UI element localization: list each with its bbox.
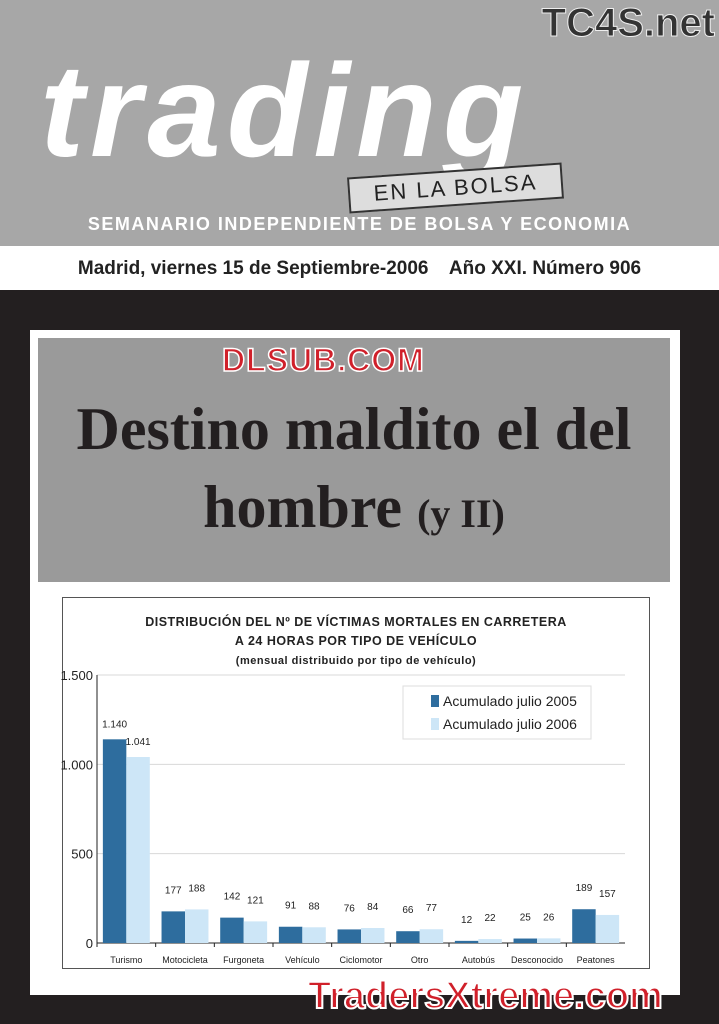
date-line: Madrid, viernes 15 de Septiembre-2006 bbox=[77, 258, 429, 279]
site-watermark: TC4S.net bbox=[541, 1, 715, 46]
chart-title: DISTRIBUCIÓN DEL Nº DE VÍCTIMAS MORTALES… bbox=[145, 615, 567, 629]
x-tick-label: Motocicleta bbox=[162, 955, 208, 965]
legend-label: Acumulado julio 2005 bbox=[443, 693, 577, 709]
bar-2006 bbox=[537, 938, 561, 943]
chart-box: DISTRIBUCIÓN DEL Nº DE VÍCTIMAS MORTALES… bbox=[62, 597, 650, 969]
data-label: 66 bbox=[402, 905, 414, 916]
y-tick-label: 1.000 bbox=[60, 757, 93, 772]
x-tick-label: Turismo bbox=[110, 955, 142, 965]
bar-2005 bbox=[161, 911, 185, 943]
x-tick-label: Otro bbox=[411, 955, 429, 965]
headline-line1: Destino maldito el del bbox=[76, 396, 632, 462]
data-label: 1.041 bbox=[126, 737, 151, 748]
data-label: 142 bbox=[224, 892, 241, 903]
chart-title-2: A 24 HORAS POR TIPO DE VEHÍCULO bbox=[234, 634, 478, 648]
bar-2005 bbox=[337, 929, 361, 943]
bar-2005 bbox=[102, 739, 127, 943]
data-label: 84 bbox=[367, 902, 379, 913]
bar-2005 bbox=[396, 931, 420, 943]
x-tick-label: Autobús bbox=[462, 955, 496, 965]
legend bbox=[402, 685, 592, 740]
data-label: 157 bbox=[599, 889, 616, 900]
bar-2006 bbox=[185, 909, 209, 943]
legend-label: Acumulado julio 2006 bbox=[443, 716, 577, 732]
number-line: Año XXI. Número 906 bbox=[448, 258, 642, 279]
bar-2006 bbox=[243, 921, 268, 943]
data-label: 121 bbox=[247, 895, 264, 906]
data-label: 22 bbox=[485, 913, 497, 924]
issue-line: Madrid, viernes 15 de Septiembre-2006 Añ… bbox=[0, 246, 719, 290]
data-label: 76 bbox=[344, 903, 356, 914]
data-label: 91 bbox=[285, 901, 297, 912]
legend-swatch bbox=[431, 695, 439, 707]
x-tick-label: Vehículo bbox=[285, 955, 320, 965]
y-tick-label: 500 bbox=[71, 847, 93, 862]
y-tick-label: 0 bbox=[86, 936, 93, 951]
data-label: 188 bbox=[188, 883, 205, 894]
watermark-dlsub: DLSUB.COM bbox=[221, 342, 425, 379]
x-tick-label: Ciclomotor bbox=[339, 955, 382, 965]
headline: Destino maldito el del hombre (y II) bbox=[38, 338, 670, 582]
logo: trading bbox=[40, 37, 530, 184]
bar-2005 bbox=[572, 909, 596, 943]
data-label: 12 bbox=[461, 915, 473, 926]
bar-chart: 0 500 1.000 1.500 1.140 1.041 Turismo 177 188 Mot… bbox=[60, 668, 625, 965]
data-label: 26 bbox=[543, 912, 555, 923]
y-tick-label: 1.500 bbox=[60, 668, 93, 683]
bar-2006 bbox=[302, 927, 326, 943]
data-label: 177 bbox=[165, 885, 182, 896]
data-label: 1.140 bbox=[102, 719, 127, 730]
headline-line2: hombre bbox=[203, 474, 403, 540]
tagline: SEMANARIO INDEPENDIENTE DE BOLSA Y ECONO… bbox=[87, 214, 632, 234]
data-label: 88 bbox=[309, 901, 321, 912]
bar-2006 bbox=[595, 914, 620, 943]
legend-swatch bbox=[431, 718, 439, 730]
x-tick-label: Furgoneta bbox=[223, 955, 264, 965]
bar-2006 bbox=[419, 929, 444, 943]
data-label: 25 bbox=[520, 913, 532, 924]
bar-2005 bbox=[278, 926, 303, 943]
masthead: trading TC4S.net EN LA BOLSA SEMANARIO I… bbox=[0, 0, 719, 246]
bar-2005 bbox=[220, 917, 244, 943]
bar-2005 bbox=[454, 940, 479, 943]
bar-2006 bbox=[361, 927, 385, 943]
data-label: 189 bbox=[576, 883, 593, 894]
x-tick-label: Desconocido bbox=[511, 955, 563, 965]
chart-subtitle: (mensual distribuido por tipo de vehícul… bbox=[235, 655, 477, 667]
bar-2005 bbox=[513, 938, 537, 943]
x-tick-label: Peatones bbox=[577, 955, 616, 965]
data-label: 77 bbox=[426, 903, 438, 914]
bar-2006 bbox=[478, 939, 502, 943]
headline-suffix: (y II) bbox=[417, 491, 505, 536]
bar-2006 bbox=[126, 757, 150, 943]
watermark-tradersxtreme: TradersXtreme.com bbox=[307, 974, 664, 1018]
